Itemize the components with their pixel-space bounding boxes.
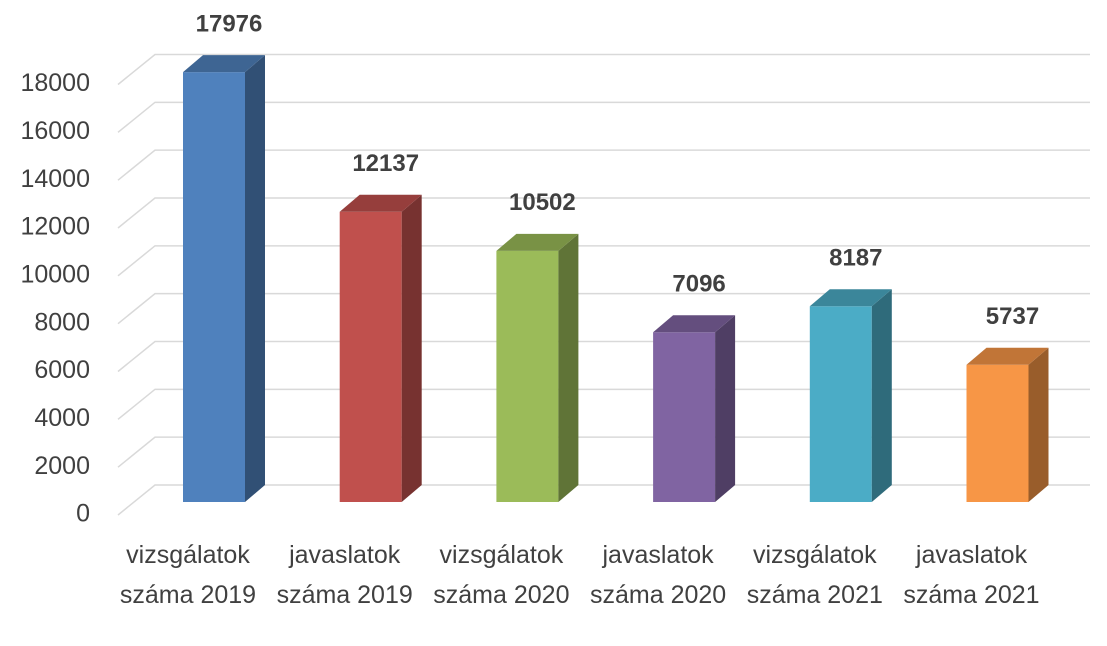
bar-side	[715, 315, 736, 502]
y-tick-label: 10000	[20, 260, 90, 288]
bar	[496, 233, 579, 503]
data-label: 10502	[509, 189, 576, 216]
grid-line	[117, 340, 1090, 373]
y-tick-label: 6000	[34, 356, 90, 384]
y-tick-label: 18000	[20, 69, 90, 97]
bar-top	[653, 315, 736, 333]
bar-front	[496, 250, 559, 502]
bar-front	[653, 332, 716, 502]
bar-top	[809, 289, 892, 307]
bar	[809, 289, 892, 502]
data-label: 5737	[986, 303, 1039, 330]
y-tick-label: 2000	[34, 452, 90, 480]
bar	[966, 347, 1049, 502]
y-tick-label: 8000	[34, 308, 90, 336]
grid-line	[117, 245, 1090, 277]
bar-front	[183, 72, 245, 502]
grid-line	[117, 53, 1090, 86]
x-tick-label: vizsgálatok száma 2021	[746, 541, 883, 609]
data-label: 17976	[196, 10, 263, 37]
bar-side	[558, 233, 579, 503]
bar-side	[245, 55, 265, 502]
grid-line	[117, 101, 1090, 133]
bar	[339, 194, 422, 502]
grid-line	[117, 292, 1090, 325]
grid-line	[117, 388, 1090, 420]
bar	[653, 315, 736, 502]
data-label: 8187	[829, 245, 882, 272]
x-tick-label: javaslatok száma 2021	[903, 541, 1040, 609]
bar-top	[183, 55, 265, 73]
grid-line	[117, 149, 1090, 181]
y-tick-label: 14000	[20, 165, 90, 193]
data-label: 12137	[352, 150, 419, 177]
bar-front	[339, 211, 402, 502]
y-tick-label: 16000	[20, 117, 90, 145]
x-tick-label: javaslatok száma 2019	[276, 541, 413, 609]
bar-side	[871, 289, 892, 502]
bar-top	[339, 194, 422, 212]
x-tick-label: vizsgálatok száma 2020	[433, 541, 570, 609]
bar-top	[966, 347, 1049, 365]
bar-front	[809, 306, 872, 502]
grid-line	[117, 484, 1090, 516]
bar	[183, 55, 265, 502]
bar-top	[496, 233, 579, 251]
bar-side	[401, 194, 422, 502]
bar-side	[1028, 347, 1049, 502]
data-label: 7096	[672, 271, 725, 298]
bar-front	[966, 364, 1029, 502]
y-tick-label: 4000	[34, 404, 90, 432]
x-tick-label: javaslatok száma 2020	[589, 541, 727, 609]
grid-line	[117, 436, 1090, 468]
y-tick-label: 12000	[20, 213, 90, 241]
grid-line	[117, 197, 1090, 229]
y-tick-label: 0	[76, 500, 90, 528]
x-tick-label: vizsgálatok száma 2019	[119, 541, 257, 609]
